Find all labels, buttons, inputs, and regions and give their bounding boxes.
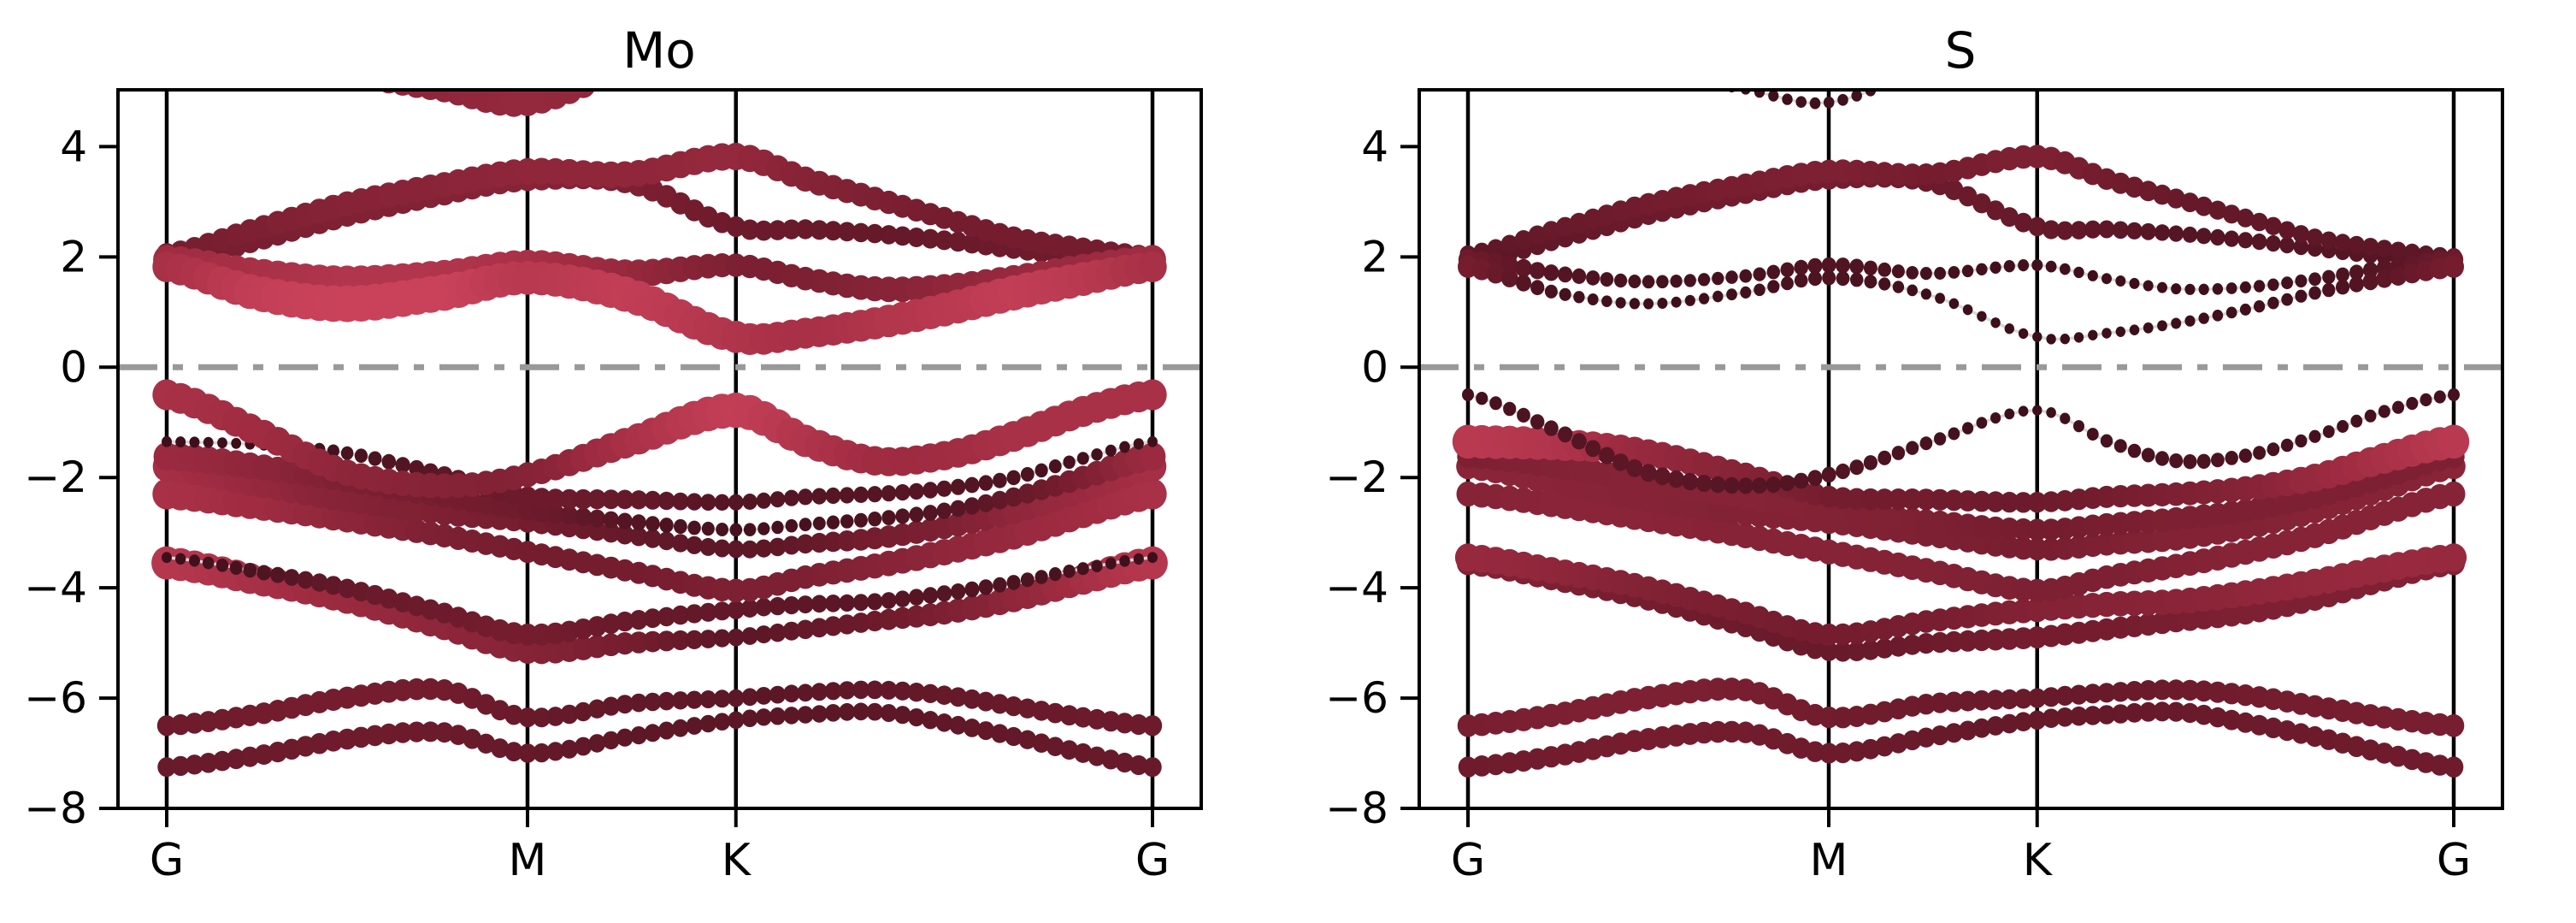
band-points-vb3 bbox=[153, 442, 1166, 537]
y-tick-label: −6 bbox=[24, 673, 87, 723]
band-points-vb6 bbox=[1454, 543, 2467, 646]
band-points-vb5 bbox=[152, 478, 1167, 603]
y-tick-label: 2 bbox=[1361, 232, 1388, 281]
y-tick-label: −6 bbox=[1325, 673, 1388, 723]
y-tick-label: −4 bbox=[24, 563, 87, 612]
axes-frame bbox=[116, 88, 1203, 810]
k-point-label: G bbox=[2437, 835, 2471, 886]
band-points-vb1 bbox=[152, 379, 1167, 499]
k-point-label: G bbox=[1451, 835, 1485, 886]
band-points-vb7 bbox=[151, 546, 1168, 665]
y-tick-label: 4 bbox=[60, 121, 87, 171]
k-point-label: K bbox=[722, 835, 752, 886]
y-tick-label: −2 bbox=[24, 453, 87, 502]
y-tick-label: 4 bbox=[1361, 121, 1388, 171]
band-points-cb1 bbox=[1458, 255, 2464, 345]
band-points-vb9 bbox=[1458, 701, 2464, 778]
y-tick-label: −8 bbox=[24, 784, 87, 833]
band-points-cb3 bbox=[156, 142, 1163, 269]
panel-mo: 4 2 0 −2 −4 −6 −8 G M K G bbox=[24, 88, 1203, 886]
y-tick-label: −2 bbox=[1325, 453, 1388, 502]
k-point-label: K bbox=[2023, 835, 2054, 886]
band-points-vb9 bbox=[157, 702, 1162, 778]
panel-title-mo: Mo bbox=[622, 21, 696, 80]
band-points-vb8 bbox=[156, 677, 1163, 737]
band-points-vb1 bbox=[1462, 388, 2460, 494]
k-point-label: G bbox=[1135, 835, 1170, 886]
axes-frame bbox=[1418, 88, 2504, 810]
band-points-cb2 bbox=[1458, 249, 2464, 295]
y-tick-label: 0 bbox=[60, 342, 87, 392]
y-tick-label: 0 bbox=[1361, 342, 1388, 392]
band-points-vb8 bbox=[1457, 677, 2465, 737]
k-point-label: M bbox=[509, 835, 547, 886]
band-points-cb1 bbox=[152, 251, 1167, 356]
k-point-label: G bbox=[150, 835, 184, 886]
k-point-label: M bbox=[1810, 835, 1848, 886]
y-tick-label: −8 bbox=[1325, 784, 1388, 833]
panel-title-s: S bbox=[1944, 21, 1977, 80]
band-points-vb5 bbox=[1456, 481, 2466, 603]
panel-s: 4 2 0 −2 −4 −6 −8 G M K G bbox=[1325, 88, 2504, 886]
band-points-vb6 bbox=[162, 552, 1158, 646]
y-tick-label: −4 bbox=[1325, 563, 1388, 612]
y-tick-label: 2 bbox=[60, 232, 87, 281]
